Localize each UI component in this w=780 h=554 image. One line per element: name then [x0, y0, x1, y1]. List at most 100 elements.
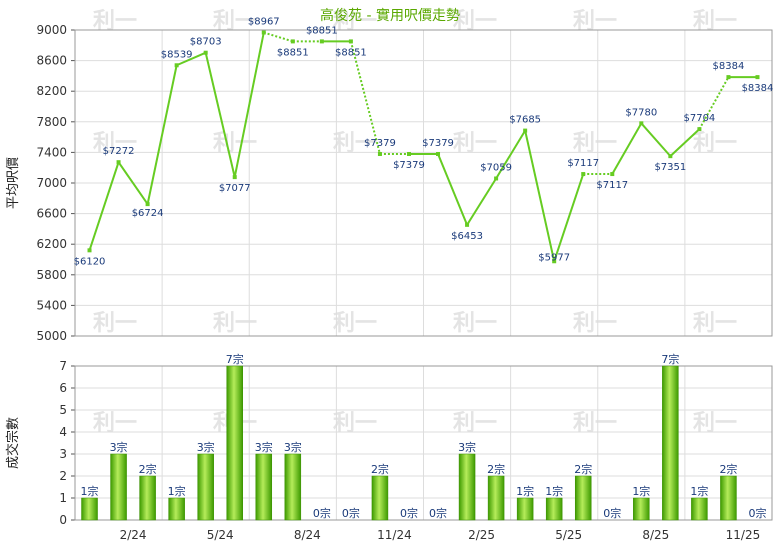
data-point	[494, 176, 499, 181]
point-value-label: $7117	[567, 158, 599, 169]
bar-value-label: 0宗	[429, 506, 447, 520]
line-y-tick-label: 8200	[36, 84, 67, 98]
data-point	[668, 154, 673, 159]
bar-plot-frame	[74, 365, 773, 521]
data-point	[755, 75, 760, 80]
data-point	[697, 127, 702, 132]
line-ylabel: 平均呎價	[6, 157, 21, 209]
bar-value-label: 1宗	[690, 484, 708, 498]
point-value-label: $7379	[364, 138, 396, 149]
bar-value-label: 7宗	[661, 352, 679, 366]
data-point	[639, 121, 644, 126]
x-tick-label: 2/24	[120, 528, 147, 542]
series-segment	[437, 153, 468, 226]
chart-title: 高俊苑 - 實用呎價走勢	[320, 7, 460, 24]
axes-layer: 9000860082007800740070006600620058005400…	[36, 23, 773, 542]
point-value-label: $7077	[219, 183, 251, 194]
series-segment	[611, 122, 643, 175]
bar-value-label: 0宗	[313, 506, 331, 520]
watermark-text: 利一	[93, 131, 137, 156]
bar-value-label: 3宗	[110, 440, 128, 454]
data-point	[174, 63, 179, 68]
x-tick-label: 11/25	[726, 528, 761, 542]
point-value-label: $7272	[103, 146, 135, 157]
bar	[545, 497, 563, 521]
bar-y-tick-label: 0	[59, 513, 67, 527]
point-value-label: $8703	[190, 37, 222, 48]
point-value-label: $8539	[161, 49, 193, 60]
x-tick-label: 8/25	[642, 528, 669, 542]
data-point	[406, 152, 411, 157]
bar-y-tick-label: 3	[59, 447, 67, 461]
series-segment	[204, 52, 236, 178]
x-tick-label: 11/24	[377, 528, 412, 542]
watermark-text: 利一	[453, 311, 497, 336]
data-point	[523, 128, 528, 133]
bar	[255, 453, 273, 521]
data-point	[465, 222, 470, 227]
bar	[226, 365, 243, 521]
bar-value-label: 3宗	[255, 440, 273, 454]
line-y-tick-label: 5800	[36, 268, 67, 282]
bar-value-label: 3宗	[284, 440, 302, 454]
point-value-label: $7117	[596, 180, 628, 191]
line-y-tick-label: 6200	[36, 237, 67, 251]
bar	[110, 453, 127, 521]
point-value-label: $7351	[654, 162, 686, 173]
data-point	[348, 39, 353, 44]
bar-value-label: 1宗	[545, 484, 563, 498]
bar-y-tick-label: 2	[59, 469, 67, 483]
bar-value-label: 7宗	[226, 352, 244, 366]
series-segment	[466, 177, 497, 226]
watermark-text: 利一	[213, 311, 257, 336]
point-value-label: $7379	[422, 138, 454, 149]
point-value-label: $7059	[480, 162, 512, 173]
bar-value-label: 0宗	[603, 506, 621, 520]
data-point	[552, 259, 557, 264]
series-segment	[146, 65, 178, 205]
point-value-label: $7379	[393, 160, 425, 171]
data-point	[436, 152, 441, 157]
bar-value-label: 1宗	[168, 484, 186, 498]
data-point	[87, 248, 92, 253]
bar	[458, 453, 476, 521]
data-point	[377, 152, 382, 157]
data-point	[116, 160, 121, 165]
line-layer	[87, 30, 760, 264]
series-segment	[495, 130, 527, 180]
line-y-tick-label: 7000	[36, 176, 67, 190]
bar-value-label: 2宗	[487, 462, 505, 476]
data-point	[290, 39, 295, 44]
bar	[633, 497, 650, 521]
watermark-text: 利一	[453, 131, 497, 156]
data-point	[261, 30, 266, 35]
line-y-tick-label: 5400	[36, 298, 67, 312]
series-segment	[669, 128, 701, 157]
bar-ylabel: 成交宗數	[5, 417, 21, 469]
bar	[516, 497, 534, 521]
bar-y-tick-label: 7	[59, 359, 67, 373]
bar-value-label: 3宗	[197, 440, 215, 454]
bar-value-label: 1宗	[81, 484, 99, 498]
bar	[81, 497, 98, 521]
bar-value-label: 0宗	[342, 506, 360, 520]
bar	[691, 497, 708, 521]
series-segment	[640, 122, 672, 157]
bar-value-label: 1宗	[516, 484, 534, 498]
data-point	[581, 172, 586, 177]
point-value-label: $8851	[335, 47, 367, 58]
point-value-label: $7685	[509, 115, 541, 126]
data-point	[203, 50, 208, 55]
watermark-text: 利一	[693, 131, 737, 156]
watermark-text: 利一	[333, 131, 377, 156]
bars-layer	[81, 365, 737, 521]
x-tick-label: 5/25	[555, 528, 582, 542]
series-segment	[176, 51, 207, 67]
series-segment	[698, 76, 730, 130]
bar	[720, 475, 737, 521]
point-value-label: $6120	[74, 256, 106, 267]
data-point	[232, 175, 237, 180]
series-segment	[263, 31, 294, 43]
line-y-tick-label: 9000	[36, 23, 67, 37]
